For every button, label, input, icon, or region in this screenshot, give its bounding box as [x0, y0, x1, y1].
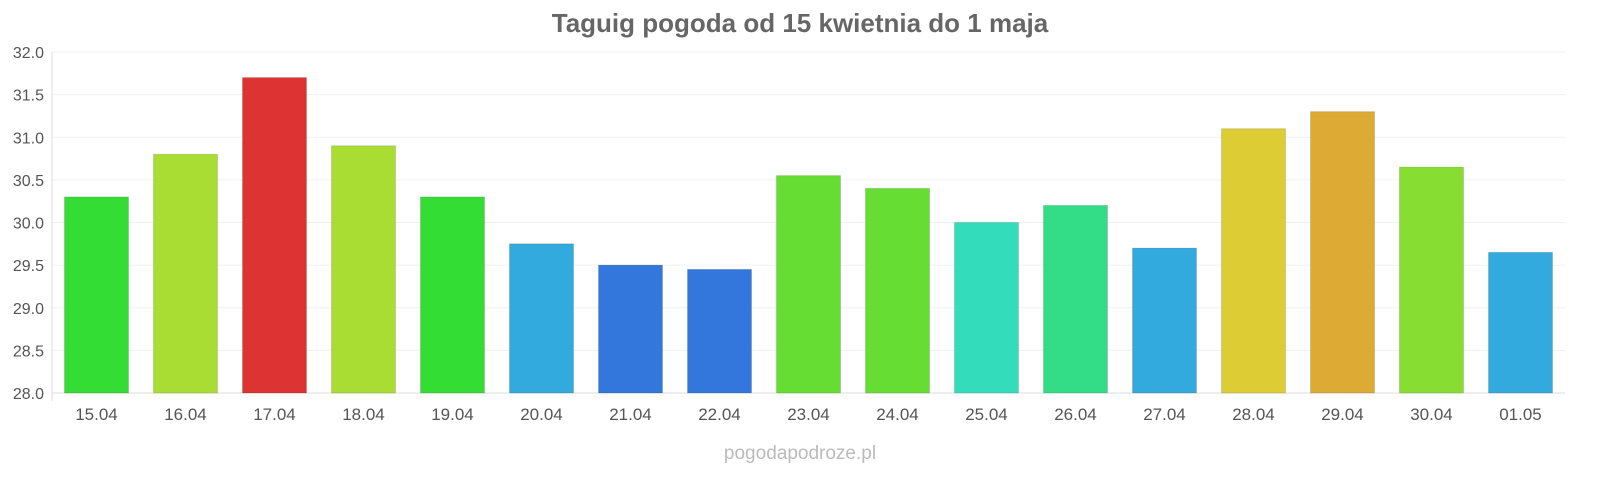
bar-23.04: [776, 175, 841, 394]
bar-25.04: [954, 222, 1019, 394]
bar-19.04: [420, 196, 485, 394]
y-tick-label: 31.5: [13, 88, 44, 105]
watermark: pogodapodroze.pl: [724, 443, 876, 464]
y-tick-label: 30.0: [13, 216, 44, 233]
x-tick-label: 17.04: [253, 405, 296, 424]
x-tick-label: 19.04: [431, 405, 474, 424]
bar-26.04: [1043, 204, 1108, 394]
bar-28.04: [1221, 128, 1286, 394]
x-tick-label: 28.04: [1232, 405, 1275, 424]
y-tick-label: 29.5: [13, 258, 44, 275]
x-tick-label: 29.04: [1321, 405, 1364, 424]
bar-16.04: [153, 153, 218, 394]
y-tick-label: 30.5: [13, 173, 44, 190]
bar-30.04: [1399, 166, 1464, 394]
x-tick-label: 23.04: [787, 405, 830, 424]
bar-17.04: [242, 77, 307, 394]
x-tick-label: 21.04: [609, 405, 652, 424]
y-tick-label: 31.0: [13, 130, 44, 147]
bar-20.04: [509, 243, 574, 394]
x-tick-label: 20.04: [520, 405, 563, 424]
x-tick-label: 26.04: [1054, 405, 1097, 424]
x-tick-label: 25.04: [965, 405, 1008, 424]
x-tick-label: 22.04: [698, 405, 741, 424]
x-tick-label: 15.04: [75, 405, 118, 424]
x-tick-label: 16.04: [164, 405, 207, 424]
bar-18.04: [331, 145, 396, 394]
y-tick-label: 28.5: [13, 343, 44, 360]
x-tick-label: 18.04: [342, 405, 385, 424]
x-tick-label: 01.05: [1499, 405, 1542, 424]
y-tick-label: 28.0: [13, 386, 44, 403]
y-tick-label: 32.0: [13, 45, 44, 62]
x-tick-label: 24.04: [876, 405, 919, 424]
bar-15.04: [64, 196, 129, 394]
bar-01.05: [1488, 251, 1553, 394]
x-tick-label: 30.04: [1410, 405, 1453, 424]
x-tick-label: 27.04: [1143, 405, 1186, 424]
bar-21.04: [598, 264, 663, 394]
bar-27.04: [1132, 247, 1197, 394]
bar-29.04: [1310, 111, 1375, 394]
y-tick-label: 29.0: [13, 301, 44, 318]
chart-title: Taguig pogoda od 15 kwietnia do 1 maja: [552, 8, 1049, 38]
bar-24.04: [865, 187, 930, 394]
bar-22.04: [687, 268, 752, 394]
